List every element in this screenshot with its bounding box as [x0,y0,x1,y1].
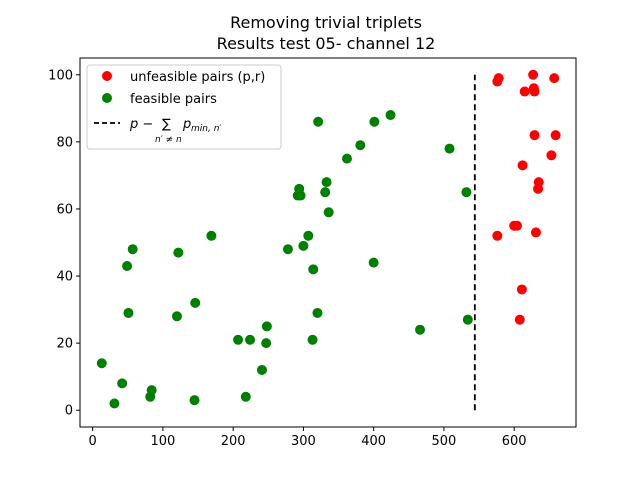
x-axis: 0 100 200 300 400 500 600 [89,427,527,449]
unfeasible-point [492,230,503,241]
feasible-point [173,247,184,258]
unfeasible-point [530,227,541,238]
feasible-point [341,153,352,164]
legend: unfeasible pairs (p,r) feasible pairs p … [86,64,282,150]
feasible-point [444,143,455,154]
feasible-point [261,338,272,349]
legend-label-threshold-term: p [182,117,191,132]
legend-label-feasible: feasible pairs [130,92,217,107]
unfeasible-point [493,73,504,84]
feasible-point [240,391,251,402]
feasible-point [190,297,201,308]
data-points [96,69,561,409]
feasible-point [189,395,200,406]
feasible-point [256,364,267,375]
feasible-point [303,230,314,241]
feasible-point [245,334,256,345]
unfeasible-point [550,130,561,141]
feasible-point [461,187,472,198]
unfeasible-point [549,73,560,84]
unfeasible-point [516,284,527,295]
feasible-point [117,378,128,389]
unfeasible-point [514,314,525,325]
legend-label-unfeasible: unfeasible pairs (p,r) [130,70,265,85]
chart-title-line-2: Results test 05- channel 12 [217,34,436,53]
feasible-point [368,257,379,268]
legend-label-threshold-main: p − [129,117,153,132]
unfeasible-point [519,86,530,97]
unfeasible-point [517,160,528,171]
chart-title-line-1: Removing trivial triplets [230,13,422,32]
feasible-point [261,321,272,332]
plot-area [79,57,577,428]
feasible-point [313,116,324,127]
feasible-point [355,140,366,151]
y-tick-label: 60 [56,202,73,217]
feasible-point [308,264,319,275]
feasible-point [323,207,334,218]
legend-box [86,64,282,150]
x-tick-label: 200 [221,434,246,449]
x-tick-label: 300 [291,434,316,449]
unfeasible-point [546,150,557,161]
feasible-point [307,334,318,345]
feasible-point [312,307,323,318]
feasible-point [206,230,217,241]
y-tick-label: 20 [56,337,73,352]
x-tick-label: 100 [150,434,175,449]
y-axis: 0 20 40 60 80 100 [48,68,80,419]
feasible-point [123,307,134,318]
feasible-point [415,324,426,335]
legend-label-threshold-sum-sub: n′ ≠ n [155,135,182,145]
legend-label-threshold-term-sub: min, n′ [191,124,221,134]
y-tick-label: 40 [56,270,73,285]
unfeasible-point [529,86,540,97]
x-tick-label: 500 [432,434,457,449]
feasible-point [122,260,133,271]
x-tick-label: 400 [361,434,386,449]
y-tick-label: 100 [48,68,73,83]
feasible-point [462,314,473,325]
y-tick-label: 80 [56,135,73,150]
x-tick-label: 600 [502,434,527,449]
feasible-point [145,391,156,402]
feasible-point [96,358,107,369]
feasible-point [282,244,293,255]
feasible-point [321,177,332,188]
feasible-point [127,244,138,255]
unfeasible-point [511,220,522,231]
unfeasible-point [528,69,539,80]
feasible-point [385,110,396,121]
legend-label-threshold-sum: ∑ [162,117,171,132]
y-tick-label: 0 [65,404,73,419]
feasible-point [233,334,244,345]
unfeasible-point [533,183,544,194]
feasible-point [369,116,380,127]
feasible-point [109,398,120,409]
feasible-point [171,311,182,322]
unfeasible-point [529,130,540,141]
legend-marker-feasible [102,93,112,103]
feasible-point [298,240,309,251]
x-tick-label: 0 [89,434,97,449]
feasible-point [320,187,331,198]
feasible-point [295,190,306,201]
legend-marker-unfeasible [102,71,112,81]
